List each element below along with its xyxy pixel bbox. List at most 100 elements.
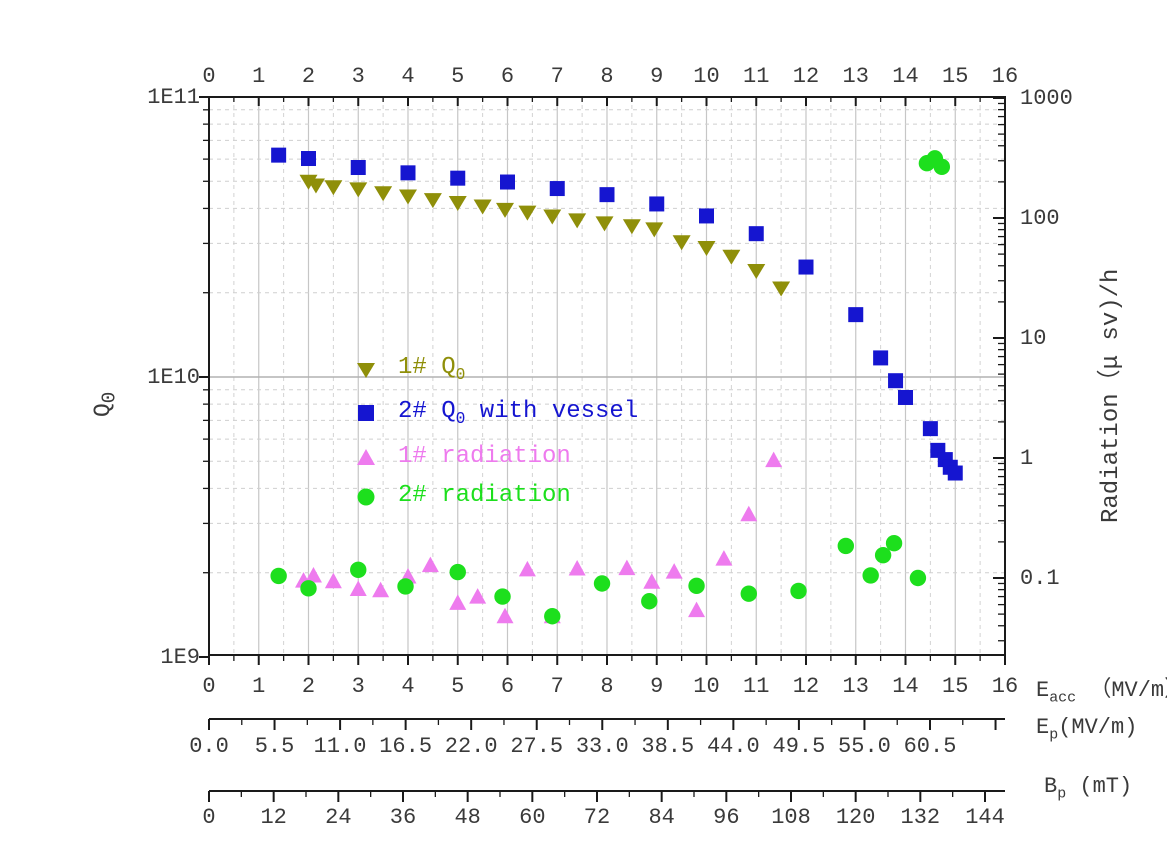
data-point bbox=[933, 158, 951, 176]
data-point bbox=[549, 181, 565, 197]
tick-label: 14 bbox=[892, 674, 918, 699]
data-point bbox=[699, 208, 714, 224]
tick-label: 16 bbox=[992, 64, 1018, 89]
square-icon bbox=[358, 405, 374, 421]
data-point bbox=[665, 563, 683, 579]
data-point bbox=[740, 505, 758, 522]
data-point bbox=[469, 588, 487, 604]
tick-label: 1E10 bbox=[147, 365, 200, 390]
data-point bbox=[423, 193, 442, 209]
tick-label: 36 bbox=[390, 805, 416, 830]
tick-label: 33.0 bbox=[576, 734, 629, 759]
data-point bbox=[271, 147, 287, 163]
triangle-down-icon bbox=[357, 363, 375, 378]
data-point bbox=[448, 195, 467, 211]
tick-label: 27.5 bbox=[510, 734, 563, 759]
data-point bbox=[324, 180, 343, 196]
y-left-axis-title: Q0 bbox=[90, 391, 121, 417]
data-point bbox=[324, 572, 342, 589]
tick-label: 8 bbox=[600, 64, 613, 89]
axis-title-ep: Ep(MV/m) bbox=[1036, 715, 1138, 744]
tick-label: 10 bbox=[693, 64, 719, 89]
tick-label: 16 bbox=[992, 674, 1018, 699]
data-point bbox=[449, 563, 466, 581]
data-point bbox=[496, 202, 515, 218]
tick-label: 3 bbox=[352, 674, 365, 699]
tick-label: 100 bbox=[1020, 206, 1060, 231]
tick-label: 44.0 bbox=[707, 734, 760, 759]
tick-label: 120 bbox=[836, 805, 876, 830]
tick-label: 12 bbox=[260, 805, 286, 830]
data-point bbox=[543, 209, 562, 225]
data-point bbox=[449, 594, 467, 610]
data-point bbox=[374, 186, 393, 202]
data-point bbox=[544, 608, 561, 625]
tick-label: 1E11 bbox=[147, 85, 200, 110]
tick-label: 132 bbox=[901, 805, 941, 830]
tick-label: 60.5 bbox=[904, 734, 957, 759]
data-point bbox=[421, 556, 439, 573]
data-point bbox=[947, 465, 963, 481]
data-point bbox=[765, 451, 783, 468]
axis-right: 0.1 1 10 100 1000 bbox=[993, 86, 1073, 642]
tick-label: 8 bbox=[600, 674, 613, 699]
data-point bbox=[748, 226, 764, 242]
legend-label: 2# radiation bbox=[398, 482, 571, 510]
tick-label: 14 bbox=[892, 64, 918, 89]
axis-title-eacc: Eacc （MV/m） bbox=[1036, 678, 1167, 707]
tick-label: 13 bbox=[843, 674, 869, 699]
tick-label: 10 bbox=[1020, 326, 1046, 351]
data-point bbox=[400, 165, 416, 181]
tick-label: 0.1 bbox=[1020, 566, 1060, 591]
legend-label: 1# Q0 bbox=[398, 354, 466, 384]
tick-label: 55.0 bbox=[838, 734, 891, 759]
tick-label: 12 bbox=[793, 64, 819, 89]
tick-label: 2 bbox=[302, 674, 315, 699]
data-point bbox=[722, 249, 741, 265]
data-point bbox=[922, 421, 938, 437]
tick-label: 4 bbox=[401, 674, 414, 699]
tick-label: 11 bbox=[743, 674, 769, 699]
legend-label: 2# Q0 with vessel bbox=[398, 398, 639, 428]
legend-item-1-radiation: 1# radiation bbox=[352, 443, 571, 473]
data-point bbox=[697, 241, 716, 257]
data-point bbox=[599, 187, 615, 203]
data-point bbox=[397, 578, 414, 595]
tick-label: 5 bbox=[451, 64, 464, 89]
data-point bbox=[595, 216, 614, 232]
data-point bbox=[672, 235, 691, 251]
tick-label: 0 bbox=[202, 805, 215, 830]
tick-label: 1 bbox=[252, 64, 265, 89]
data-point bbox=[304, 566, 322, 583]
series-2-q0-with-vessel bbox=[271, 147, 963, 481]
data-point bbox=[645, 222, 664, 238]
axis-top: 0 1 2 3 4 5 6 7 8 9 10 11 12 13 14 15 16 bbox=[202, 64, 1018, 106]
data-point bbox=[350, 561, 367, 579]
tick-label: 13 bbox=[843, 64, 869, 89]
tick-label: 24 bbox=[325, 805, 351, 830]
tick-label: 16.5 bbox=[379, 734, 432, 759]
tick-label: 1 bbox=[1020, 446, 1033, 471]
legend-item-2-radiation: 2# radiation bbox=[352, 482, 571, 512]
series-2-radiation bbox=[270, 150, 951, 625]
y-right-axis-title: Radiation（μ sv)/h bbox=[1098, 268, 1125, 523]
legend-label: 1# radiation bbox=[398, 443, 571, 471]
data-point bbox=[496, 607, 514, 624]
data-point bbox=[715, 550, 733, 566]
tick-label: 6 bbox=[501, 674, 514, 699]
data-point bbox=[798, 259, 814, 275]
data-point bbox=[837, 537, 854, 555]
data-point bbox=[874, 546, 892, 564]
data-point bbox=[500, 174, 515, 190]
tick-label: 49.5 bbox=[773, 734, 826, 759]
tick-label: 1000 bbox=[1020, 86, 1073, 111]
data-point bbox=[593, 575, 611, 592]
data-point bbox=[494, 588, 511, 605]
tick-label: 12 bbox=[793, 674, 819, 699]
tick-label: 0.0 bbox=[189, 734, 229, 759]
legend-item-1-q0: 1# Q0 bbox=[352, 354, 465, 384]
data-point bbox=[618, 559, 636, 576]
tick-label: 11.0 bbox=[314, 734, 367, 759]
data-point bbox=[306, 178, 325, 194]
